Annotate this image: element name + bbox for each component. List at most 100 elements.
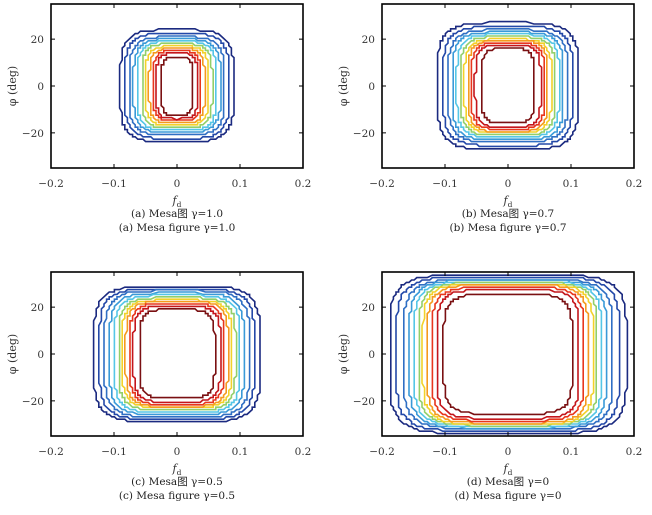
- x-tick-label: −0.1: [101, 178, 127, 190]
- y-tick-label: 20: [31, 34, 44, 46]
- contour-level-3: [447, 27, 569, 143]
- contour-level-3: [403, 279, 613, 430]
- y-tick-label: −20: [353, 396, 375, 408]
- caption-d-cn: (d) Mesa图 γ=0: [466, 476, 550, 488]
- y-axis-label: φ (deg): [337, 334, 350, 374]
- contour-level-4: [408, 279, 608, 430]
- y-tick-label: 20: [31, 302, 44, 314]
- contour-level-4: [131, 37, 222, 133]
- contour-levels: [389, 274, 629, 435]
- contour-level-7: [421, 283, 595, 425]
- y-tick-label: 20: [362, 34, 375, 46]
- y-axis-label: φ (deg): [6, 66, 19, 106]
- x-tick-label: 0.1: [563, 178, 580, 190]
- contour-level-9: [129, 303, 225, 406]
- x-tick-label: −0.1: [101, 446, 127, 458]
- contour-plot-c: −0.2 −0.1 0 0.1 0.2 20 0 −20 fd φ (deg): [0, 268, 400, 477]
- contour-level-11: [442, 293, 574, 416]
- x-tick-label: 0.2: [626, 446, 643, 458]
- contour-level-1: [436, 20, 579, 150]
- y-tick-label: 0: [37, 81, 44, 93]
- x-tick-label: −0.2: [38, 446, 64, 458]
- contour-level-2: [124, 32, 230, 140]
- x-tick-label: 0.1: [232, 178, 249, 190]
- caption-d-en: (d) Mesa figure γ=0: [454, 490, 562, 502]
- x-tick-label: 0.1: [232, 446, 249, 458]
- contour-level-9: [152, 49, 201, 121]
- contour-level-7: [462, 37, 553, 133]
- x-tick-label: −0.2: [38, 178, 64, 190]
- contour-level-5: [113, 293, 240, 413]
- contour-level-2: [98, 288, 256, 420]
- y-axis-label: φ (deg): [337, 66, 350, 106]
- x-tick-label: 0.1: [563, 446, 580, 458]
- contour-level-10: [473, 44, 543, 128]
- caption-c-cn: (c) Mesa图 γ=0.5: [131, 476, 223, 488]
- plot-area: [51, 4, 303, 168]
- y-tick-label: 0: [368, 81, 375, 93]
- x-tick-label: −0.2: [369, 446, 395, 458]
- contour-plot-a: −0.2 −0.1 0 0.1 0.2 20 0 −20 fd φ (deg): [0, 0, 400, 209]
- contour-plot-b: −0.2 −0.1 0 0.1 0.2 20 0 −20 fd φ (deg): [331, 0, 652, 209]
- y-tick-label: −20: [22, 128, 44, 140]
- caption-a-cn: (a) Mesa图 γ=1.0: [130, 208, 223, 220]
- caption-a-en: (a) Mesa figure γ=1.0: [118, 222, 236, 234]
- contour-level-5: [413, 281, 603, 428]
- contour-level-8: [426, 283, 590, 425]
- contour-level-6: [142, 42, 214, 128]
- contour-level-7: [144, 44, 209, 126]
- caption-b-en: (b) Mesa figure γ=0.7: [449, 222, 567, 234]
- contour-level-3: [129, 35, 225, 136]
- contour-level-9: [431, 286, 584, 423]
- x-tick-label: −0.1: [432, 446, 458, 458]
- x-tick-label: −0.2: [369, 178, 395, 190]
- contour-level-4: [452, 30, 564, 140]
- x-axis-label: fd: [503, 194, 513, 209]
- contour-level-4: [108, 291, 246, 416]
- contour-level-10: [436, 288, 579, 420]
- contour-level-11: [160, 56, 194, 116]
- contour-level-11: [481, 47, 535, 124]
- x-tick-label: 0: [505, 178, 512, 190]
- contour-level-10: [155, 51, 199, 121]
- contour-level-5: [137, 39, 217, 131]
- panel-a: −0.2 −0.1 0 0.1 0.2 20 0 −20 fd φ (deg) (a) Mesa图…: [0, 0, 400, 258]
- contour-level-6: [460, 35, 556, 136]
- contour-level-1: [118, 27, 235, 143]
- contour-level-11: [139, 307, 217, 399]
- caption-b-cn: (b) Mesa图 γ=0.7: [461, 208, 555, 220]
- y-axis-label: φ (deg): [6, 334, 19, 374]
- y-tick-label: 20: [362, 302, 375, 314]
- caption-c-en: (c) Mesa figure γ=0.5: [118, 490, 236, 502]
- contour-level-9: [470, 42, 545, 131]
- contour-level-2: [442, 25, 574, 148]
- contour-level-2: [395, 276, 621, 432]
- x-axis-label: fd: [172, 462, 182, 477]
- x-tick-label: 0: [174, 178, 181, 190]
- x-axis-label: fd: [503, 462, 513, 477]
- x-tick-label: 0: [505, 446, 512, 458]
- panel-d: −0.2 −0.1 0 0.1 0.2 20 0 −20 fd φ (deg) (d) Mesa图…: [331, 268, 652, 515]
- y-tick-label: −20: [353, 128, 375, 140]
- contour-level-1: [389, 274, 629, 435]
- x-tick-label: 0.2: [295, 446, 312, 458]
- contour-level-8: [147, 47, 207, 124]
- y-tick-label: 0: [37, 349, 44, 361]
- contour-level-8: [468, 39, 548, 133]
- contour-level-10: [131, 305, 222, 404]
- contour-plot-d: −0.2 −0.1 0 0.1 0.2 20 0 −20 fd φ (deg): [331, 268, 652, 477]
- contour-level-6: [118, 295, 238, 411]
- panel-b: −0.2 −0.1 0 0.1 0.2 20 0 −20 fd φ (deg) (b) Mesa图…: [331, 0, 652, 258]
- panel-c: −0.2 −0.1 0 0.1 0.2 20 0 −20 fd φ (deg) (c) Mesa图…: [0, 268, 400, 515]
- y-tick-label: 0: [368, 349, 375, 361]
- x-tick-label: 0.2: [295, 178, 312, 190]
- contour-levels: [92, 286, 261, 423]
- x-tick-label: 0: [174, 446, 181, 458]
- contour-level-1: [92, 286, 261, 423]
- y-tick-label: −20: [22, 396, 44, 408]
- contour-levels: [436, 20, 579, 150]
- contour-levels: [118, 27, 235, 143]
- x-axis-label: fd: [172, 194, 182, 209]
- x-tick-label: 0.2: [626, 178, 643, 190]
- contour-level-7: [121, 298, 233, 408]
